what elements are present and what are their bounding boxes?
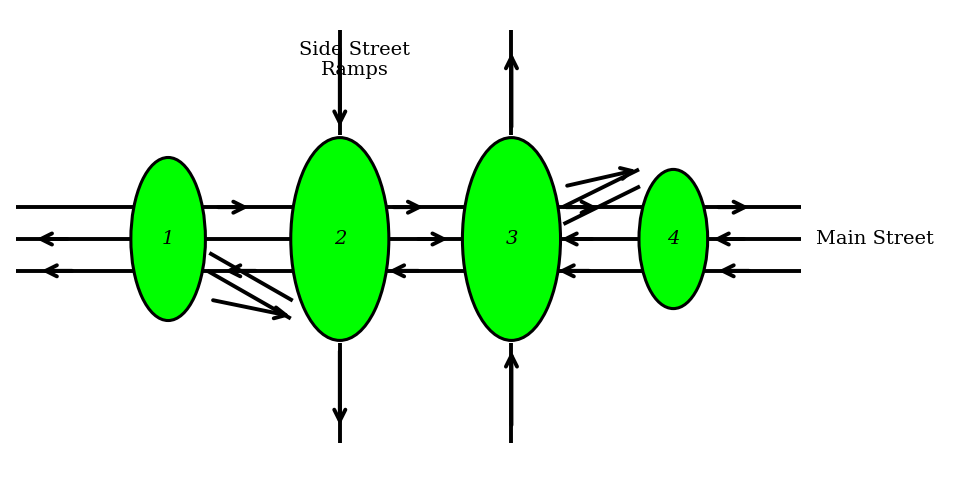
- Text: 3: 3: [505, 230, 517, 248]
- Text: 4: 4: [666, 230, 678, 248]
- Text: 1: 1: [161, 230, 174, 248]
- Ellipse shape: [290, 137, 388, 341]
- Text: Main Street: Main Street: [815, 230, 932, 248]
- Ellipse shape: [131, 158, 206, 320]
- Text: 2: 2: [333, 230, 346, 248]
- Ellipse shape: [462, 137, 560, 341]
- Text: Side Street
Ramps: Side Street Ramps: [299, 41, 409, 80]
- Ellipse shape: [638, 170, 707, 308]
